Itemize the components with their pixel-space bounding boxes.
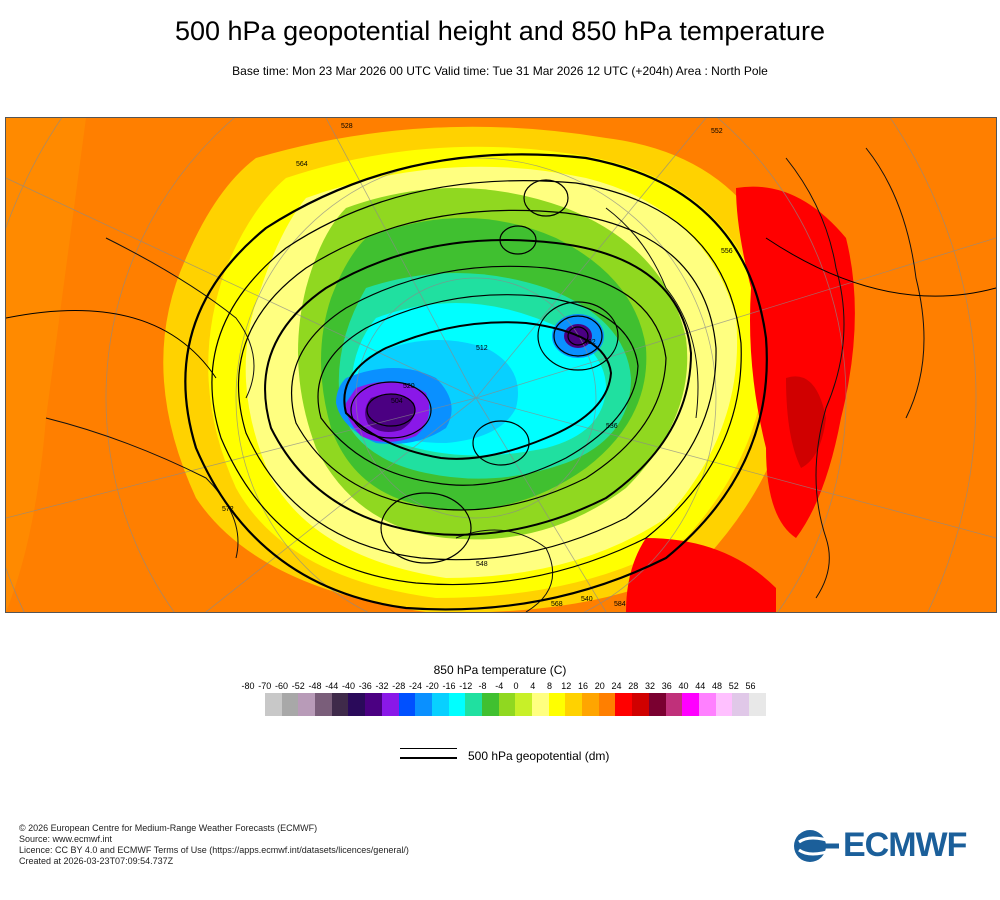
legend-tick: 20 <box>594 681 605 691</box>
legend-color-swatch <box>265 693 282 716</box>
legend-color-swatch <box>632 693 649 716</box>
contour-label: 556 <box>721 248 733 255</box>
footer-source: Source: www.ecmwf.int <box>19 834 113 844</box>
legend-tick: -70 <box>258 681 272 691</box>
legend-tick: -32 <box>375 681 389 691</box>
legend-color-swatch <box>648 693 666 716</box>
legend-color-swatch <box>748 693 766 716</box>
legend-ticks: -80 -70 -60 -52 -48 -44 -40 -36 -32 -28 -24 -20 -16-… <box>0 681 1000 693</box>
legend-tick: 36 <box>661 681 672 691</box>
legend-color-swatch <box>415 693 432 716</box>
legend-color-swatch <box>515 693 532 716</box>
legend-tick: -60 <box>274 681 289 691</box>
legend-color-swatch <box>682 693 699 716</box>
footer-created: Created at 2026-03-23T07:09:54.737Z <box>19 856 174 866</box>
legend-tick: 4 <box>530 681 536 691</box>
legend-color-swatch <box>548 693 566 716</box>
legend-color-swatch <box>331 693 349 716</box>
legend-color-swatch <box>665 693 683 716</box>
legend-color-swatch <box>465 693 482 716</box>
legend-color-swatch <box>582 693 599 716</box>
contour-label: 548 <box>476 561 488 568</box>
footer: © 2026 European Centre for Medium-Range … <box>19 823 409 867</box>
legend-color-swatch <box>298 693 316 716</box>
chart-title: 500 hPa geopotential height and 850 hPa … <box>174 16 825 46</box>
legend-color-swatch <box>498 693 516 716</box>
contour-label: 584 <box>614 601 626 608</box>
footer-copyright: © 2026 European Centre for Medium-Range … <box>19 823 318 833</box>
contour-label: 504 <box>391 398 403 405</box>
legend-tick: 44 <box>695 681 706 691</box>
polar-map[interactable]: 528 552 556 564 568 536 572 520 512 504 … <box>5 117 997 613</box>
legend-color-swatch <box>381 693 399 716</box>
contour-labels: 528 552 556 564 568 536 572 520 512 504 … <box>222 123 733 608</box>
legend-title: 850 hPa temperature (C) <box>433 663 567 677</box>
legend-tick: -16 <box>442 681 456 691</box>
contour-label: 552 <box>711 128 723 135</box>
contour-key-label: 500 hPa geopotential (dm) <box>468 749 610 763</box>
legend-tick: 28 <box>628 681 639 691</box>
legend-tick: 40 <box>678 681 689 691</box>
legend-color-swatch <box>398 693 416 716</box>
contour-label: 568 <box>551 601 563 608</box>
legend-color-swatch <box>698 693 716 716</box>
legend-color-swatch <box>348 693 366 716</box>
legend-tick: -12 <box>459 681 473 691</box>
legend-tick: 52 <box>728 681 739 691</box>
legend-colorbar <box>265 693 766 716</box>
legend-tick: -24 <box>408 681 423 691</box>
legend-tick: 8 <box>546 681 553 691</box>
contour-label: 492 <box>584 339 596 346</box>
contour-label: 540 <box>581 596 593 603</box>
legend-tick: -40 <box>341 681 356 691</box>
legend-color-swatch <box>598 693 616 716</box>
legend-color-swatch <box>365 693 382 716</box>
legend-color-swatch <box>315 693 332 716</box>
geopotential-contours <box>6 153 996 611</box>
contour-label: 512 <box>476 345 488 352</box>
legend-color-swatch <box>431 693 449 716</box>
legend-color-swatch <box>481 693 499 716</box>
contour-label: 520 <box>403 383 415 390</box>
legend-tick: -20 <box>425 681 439 691</box>
legend-tick: 12 <box>561 681 572 691</box>
legend-tick: 0 <box>513 681 519 691</box>
legend-color-swatch <box>615 693 633 716</box>
legend-color-swatch <box>715 693 733 716</box>
legend-color-swatch <box>448 693 466 716</box>
legend-tick: 16 <box>577 681 589 691</box>
legend-tick: -48 <box>308 681 322 691</box>
contour-label: 564 <box>296 161 308 168</box>
legend-tick: -36 <box>358 681 372 691</box>
graticule <box>6 118 996 612</box>
legend-color-swatch <box>732 693 749 716</box>
legend-color-swatch <box>565 693 583 716</box>
legend-tick: -4 <box>495 681 504 691</box>
contour-label: 536 <box>606 423 618 430</box>
legend-tick: 32 <box>644 681 656 691</box>
legend-color-swatch <box>281 693 299 716</box>
contour-label: 572 <box>222 506 234 513</box>
contour-label: 528 <box>341 123 353 130</box>
legend-tick: 24 <box>611 681 622 691</box>
legend-tick: -52 <box>291 681 305 691</box>
legend-tick: -28 <box>392 681 406 691</box>
legend-tick: -44 <box>325 681 339 691</box>
legend-tick: -8 <box>478 681 487 691</box>
map-canvas: 528 552 556 564 568 536 572 520 512 504 … <box>6 118 996 612</box>
legend-color-swatch <box>532 693 549 716</box>
footer-licence: Licence: CC BY 4.0 and ECMWF Terms of Us… <box>19 845 409 855</box>
ecmwf-logo-text: ECMWF <box>843 826 967 864</box>
ecmwf-logo[interactable]: ECMWF <box>793 826 967 865</box>
ecmwf-logo-icon <box>794 829 839 862</box>
legend-tick: 56 <box>745 681 756 691</box>
legend-tick: 48 <box>711 681 723 691</box>
legend-tick: -80 <box>241 681 255 691</box>
chart-subtitle: Base time: Mon 23 Mar 2026 00 UTC Valid … <box>232 64 768 78</box>
